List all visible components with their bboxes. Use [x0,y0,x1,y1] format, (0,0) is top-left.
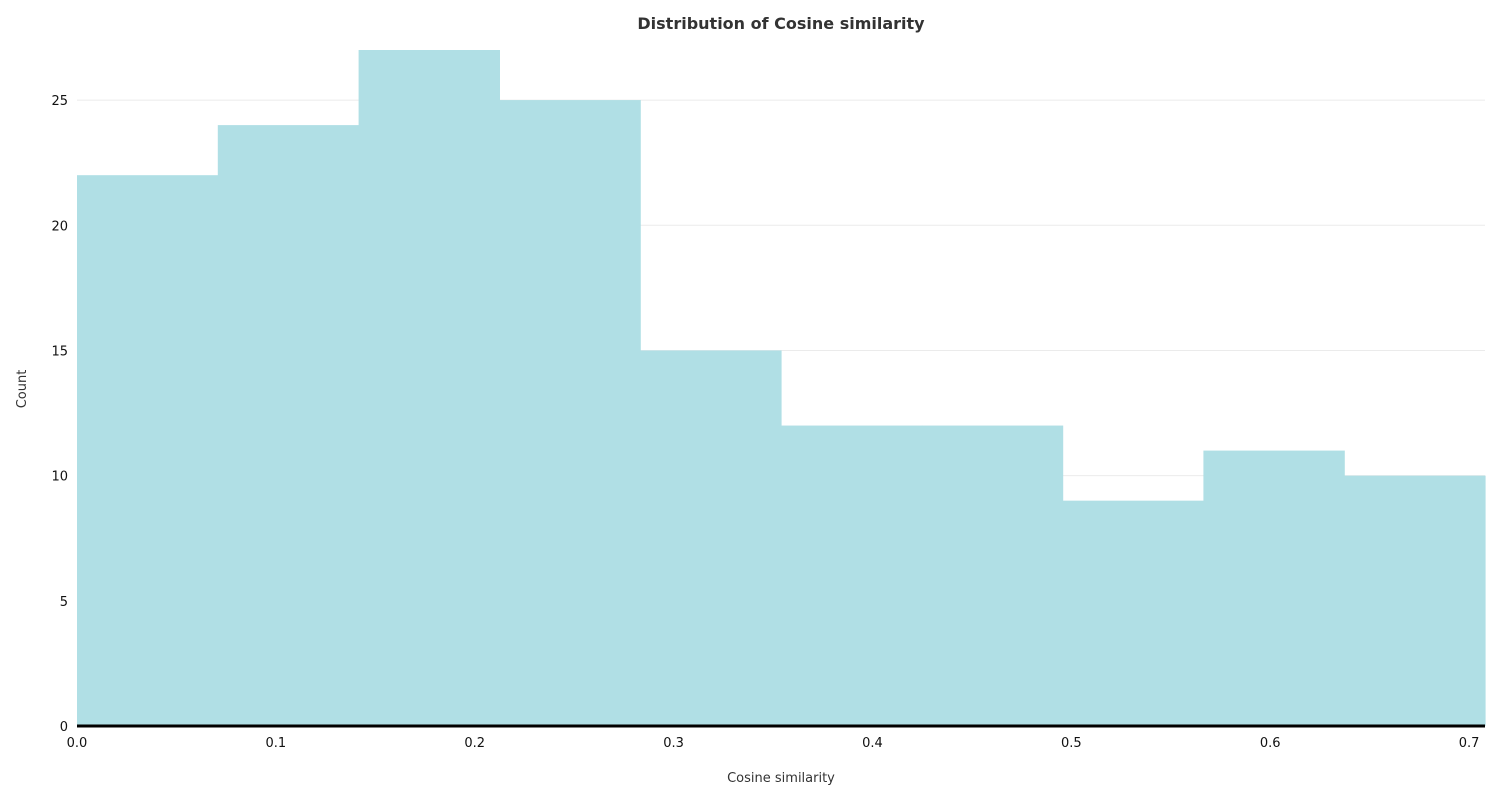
histogram-bars [77,50,1486,727]
y-tick-label-4: 20 [51,219,68,234]
histogram-bar-5 [781,425,923,726]
histogram-bar-2 [358,50,500,726]
histogram-bar-6 [921,425,1064,726]
x-tick-label-2: 0.2 [464,736,485,751]
histogram-bar-7 [1062,500,1204,726]
y-tick-label-0: 0 [60,720,68,735]
x-tick-label-5: 0.5 [1061,736,1082,751]
y-tick-label-5: 25 [51,94,68,109]
y-tick-label-2: 10 [51,470,68,485]
x-tick-label-3: 0.3 [663,736,684,751]
histogram-bar-4 [640,350,782,726]
histogram-bar-8 [1203,450,1345,726]
histogram-bar-1 [217,125,360,727]
x-tick-label-4: 0.4 [862,736,883,751]
y-tick-label-1: 5 [60,595,68,610]
x-tick-label-1: 0.1 [266,736,287,751]
histogram-bar-9 [1344,475,1486,726]
y-axis-ticks: 0 5 10 15 20 25 [51,94,68,735]
y-tick-label-3: 15 [51,344,68,359]
y-axis-label: Count [15,370,30,409]
x-axis-label: Cosine similarity [727,771,835,786]
x-axis-ticks: 0.0 0.1 0.2 0.3 0.4 0.5 0.6 0.7 [67,736,1480,751]
x-tick-label-0: 0.0 [67,736,88,751]
x-tick-label-6: 0.6 [1260,736,1281,751]
histogram-bar-3 [499,100,641,726]
histogram-bar-0 [77,175,219,726]
chart-title: Distribution of Cosine similarity [637,14,925,33]
x-tick-label-7: 0.7 [1459,736,1480,751]
